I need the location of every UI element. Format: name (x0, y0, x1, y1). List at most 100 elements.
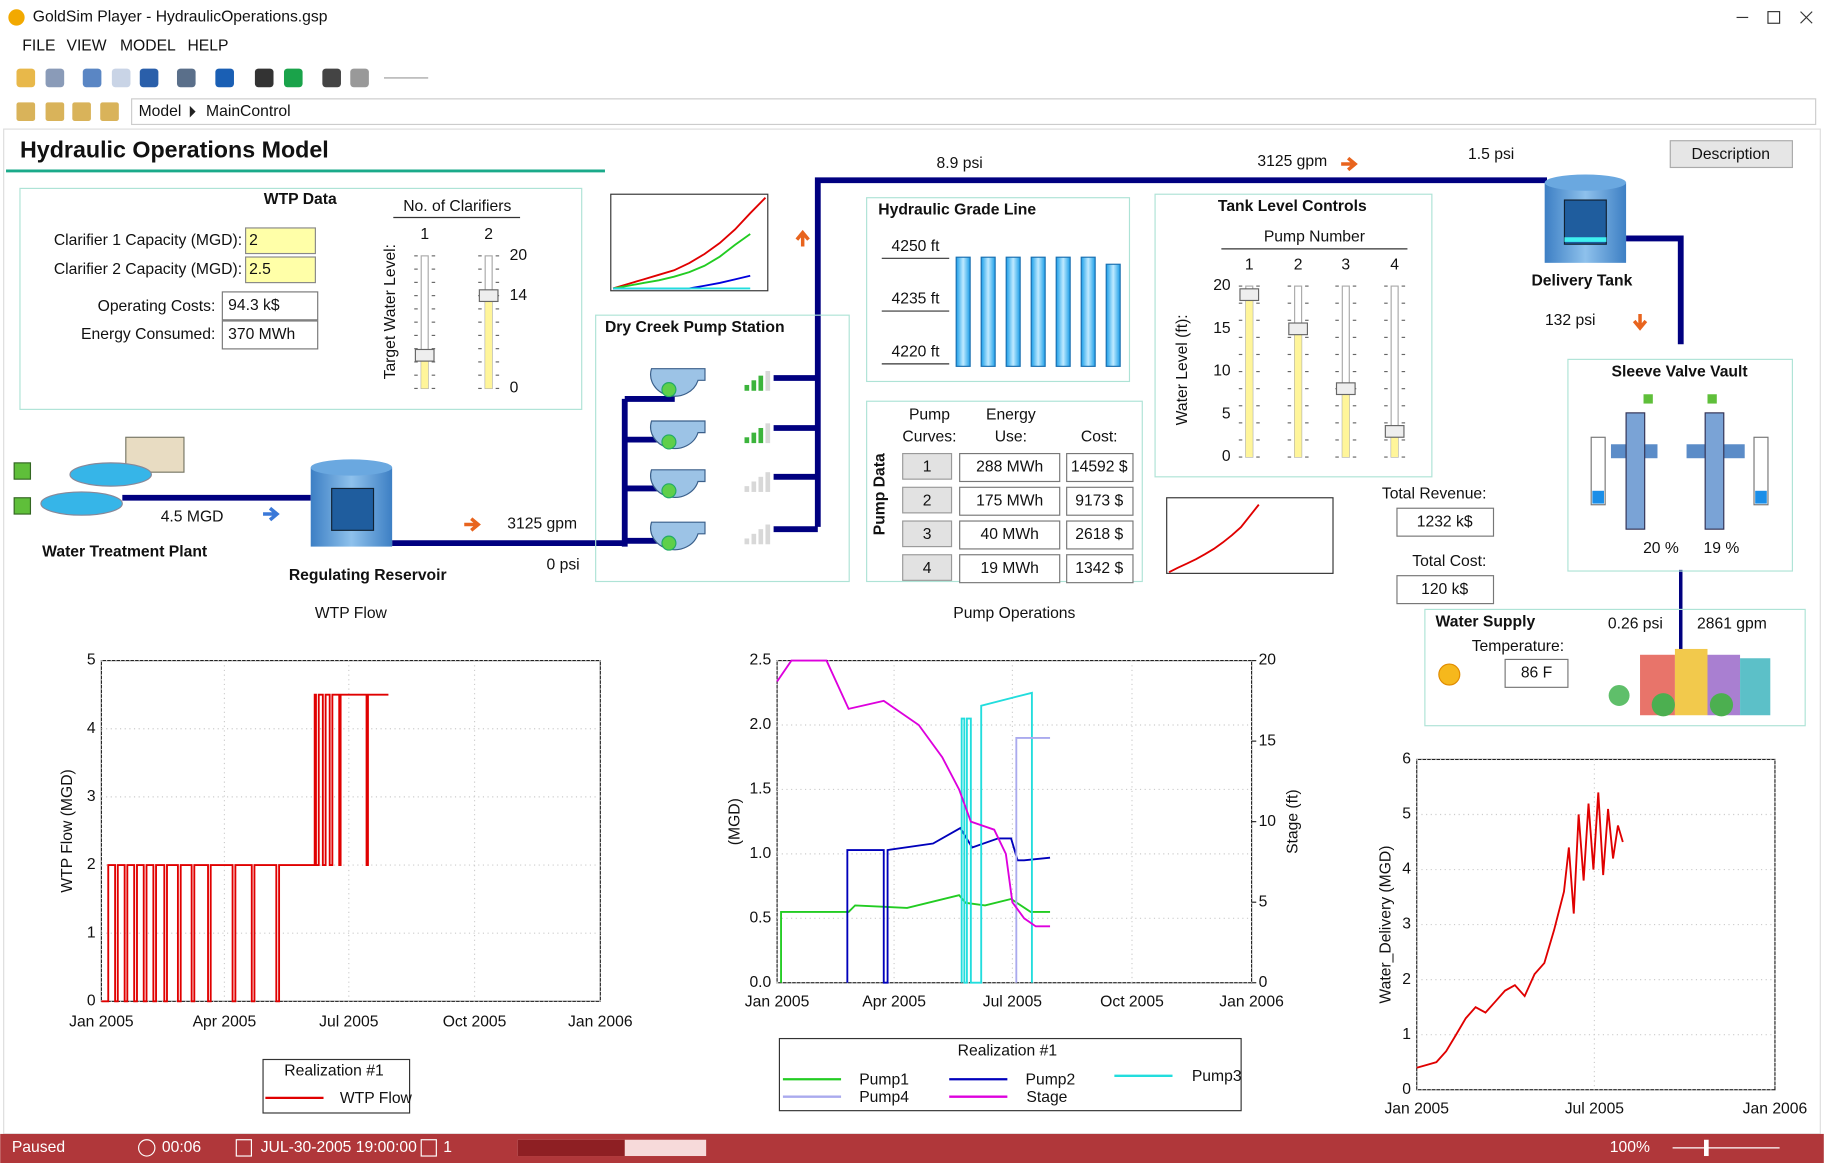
table-cell-text[interactable]: 4 (923, 560, 932, 577)
legend-label: WTP Flow (340, 1090, 413, 1107)
series-line (960, 691, 1033, 984)
panel-title: Tank Level Controls (1218, 198, 1367, 215)
window-title: GoldSim Player - HydraulicOperations.gsp (33, 9, 328, 26)
zoom-thumb[interactable] (1704, 1139, 1709, 1157)
output-value: 94.3 k$ (228, 297, 280, 314)
toolbar-button[interactable] (254, 68, 274, 88)
table-cell-text: 40 MWh (980, 526, 1038, 543)
vault-panel (1567, 358, 1793, 572)
maximize[interactable] (1767, 11, 1781, 24)
pipe (392, 396, 675, 547)
input-box[interactable] (245, 227, 316, 255)
slider-value[interactable] (1239, 288, 1260, 458)
close[interactable] (1800, 11, 1813, 24)
table-cell (959, 520, 1061, 550)
signal-bar (751, 380, 757, 391)
legend-label: Pump4 (859, 1089, 909, 1106)
toolbar-button[interactable] (139, 68, 159, 88)
tank-top (1544, 174, 1627, 191)
signal-bar (744, 384, 750, 391)
toolbar-button[interactable] (111, 68, 131, 88)
reservoir-window (331, 487, 375, 531)
toolbar-button[interactable] (82, 68, 102, 88)
toolbar-button[interactable] (283, 68, 303, 88)
menu-item[interactable]: FILE (22, 38, 55, 55)
table-cell-text: 288 MWh (976, 459, 1043, 476)
toolbar-button[interactable] (45, 102, 65, 121)
valve-icon (1590, 394, 1769, 530)
series-line (101, 693, 389, 1003)
slider-column-label: 2 (1294, 256, 1303, 273)
slider-tick-label: 15 (1213, 320, 1231, 337)
description-label[interactable]: Description (1692, 146, 1770, 163)
signal-bar (744, 437, 750, 444)
slider-thumb[interactable] (1239, 288, 1260, 302)
table-cell-text[interactable]: 3 (923, 526, 932, 543)
toolbar-button[interactable] (45, 68, 65, 88)
slider-fill[interactable] (1391, 431, 1399, 458)
slider-value[interactable] (1335, 382, 1356, 458)
pump-curve-button[interactable] (902, 486, 953, 514)
signal-bar (751, 481, 757, 492)
slider-fill[interactable] (421, 355, 429, 389)
pump-curve-button[interactable] (902, 554, 953, 581)
y-tick-label: 0.5 (749, 909, 771, 926)
x-tick-label: Jul 2005 (319, 1013, 379, 1030)
series-line (780, 894, 1051, 983)
x-tick-label: Apr 2005 (862, 994, 926, 1011)
chart-title: Pump Operations (953, 605, 1075, 622)
menu-item[interactable]: MODEL (120, 38, 176, 55)
slider-thumb[interactable] (1288, 322, 1309, 336)
input-value[interactable]: 2 (249, 232, 258, 249)
input-box[interactable] (245, 256, 316, 284)
plot-area (100, 660, 601, 1002)
breadcrumb[interactable]: Model (139, 103, 182, 120)
slider-value[interactable] (1384, 425, 1405, 458)
toolbar-button[interactable] (350, 68, 369, 88)
grade-bar (955, 256, 971, 367)
legend-title: Realization #1 (958, 1042, 1057, 1059)
y-tick-label: 0 (87, 992, 96, 1009)
slider-fill[interactable] (1294, 328, 1302, 458)
table-header: Cost: (1081, 428, 1118, 445)
slider-thumb[interactable] (478, 289, 499, 303)
toolbar-button[interactable] (322, 68, 341, 88)
slider-tick-label: 0 (1222, 448, 1231, 465)
pump-curve-button[interactable] (902, 452, 953, 480)
pump-curve-button[interactable] (902, 520, 953, 548)
slider-fill[interactable] (1245, 294, 1253, 458)
table-cell-text[interactable]: 2 (923, 492, 932, 509)
clarifier-icon (69, 462, 152, 487)
input-value[interactable]: 2.5 (249, 261, 271, 278)
toolbar-button[interactable] (176, 68, 196, 88)
table-cell-text[interactable]: 1 (923, 459, 932, 476)
menu-item[interactable]: HELP (187, 38, 228, 55)
signal-bar (758, 375, 764, 391)
slider-value[interactable] (1288, 322, 1309, 458)
slider-fill[interactable] (485, 295, 493, 389)
legend-label: Pump2 (1026, 1072, 1076, 1089)
menu-item[interactable]: VIEW (66, 38, 106, 55)
description-button[interactable] (1669, 140, 1793, 169)
town-icon (1608, 648, 1771, 717)
toolbar-button[interactable] (100, 102, 119, 121)
slider-column-label: 4 (1390, 256, 1399, 273)
node-label: Delivery Tank (1531, 273, 1632, 290)
breadcrumb[interactable]: MainControl (206, 103, 291, 120)
slider-thumb[interactable] (414, 348, 435, 362)
slider-column-label: 3 (1341, 256, 1350, 273)
slider-value[interactable] (478, 289, 499, 389)
grade-line-panel (866, 197, 1131, 383)
panel-title: Dry Creek Pump Station (605, 319, 785, 336)
slider-thumb[interactable] (1335, 382, 1356, 396)
toolbar-button[interactable] (72, 102, 91, 121)
slider-fill[interactable] (1342, 388, 1350, 458)
slider-value[interactable] (414, 348, 435, 389)
y-tick-label: 1.0 (749, 845, 771, 862)
toolbar-button[interactable] (215, 68, 234, 88)
node-label: Regulating Reservoir (289, 567, 447, 584)
toolbar-button[interactable] (16, 68, 36, 88)
slider-thumb[interactable] (1384, 425, 1405, 438)
legend-label: Pump3 (1192, 1068, 1242, 1085)
toolbar-button[interactable] (16, 102, 36, 121)
